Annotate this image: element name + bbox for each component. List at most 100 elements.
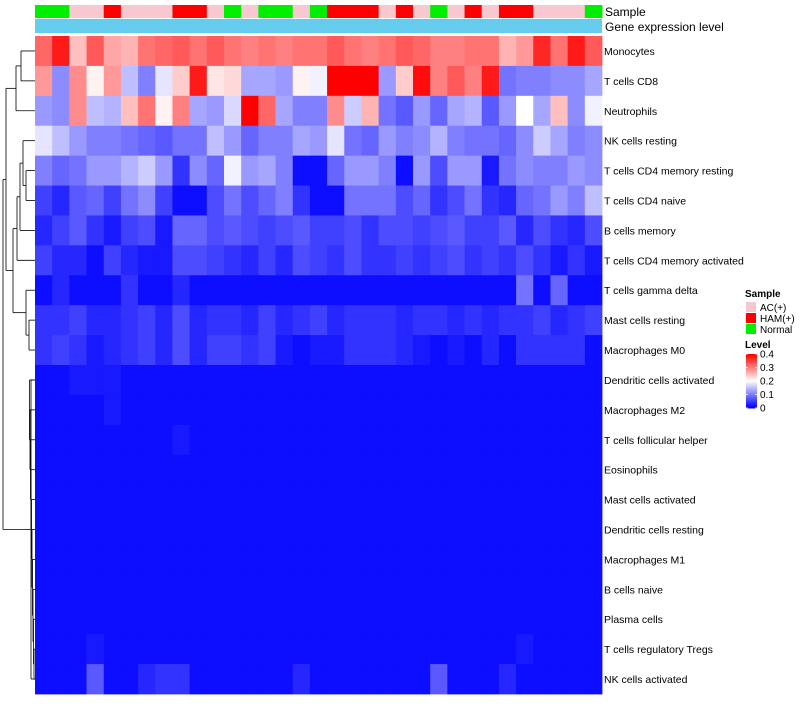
sample-annotation-cell bbox=[224, 5, 242, 18]
heatmap-cell bbox=[481, 365, 500, 396]
legend-item-label: HAM(+) bbox=[760, 314, 795, 325]
heatmap-cell bbox=[69, 95, 87, 127]
heatmap-cell bbox=[86, 424, 105, 456]
heatmap-cell bbox=[69, 604, 87, 635]
heatmap-cell bbox=[224, 65, 242, 97]
heatmap-cell bbox=[395, 305, 414, 336]
heatmap-cell bbox=[35, 664, 53, 695]
heatmap-cell bbox=[584, 544, 603, 575]
heatmap-cell bbox=[550, 484, 569, 515]
heatmap-cell bbox=[103, 155, 122, 186]
heatmap-cell bbox=[430, 365, 448, 396]
legend-gradient-step bbox=[746, 356, 757, 358]
heatmap-cell bbox=[567, 335, 586, 366]
heatmap-cell bbox=[241, 36, 259, 67]
row-label: T cells follicular helper bbox=[604, 435, 708, 447]
heatmap-cell bbox=[206, 335, 225, 366]
heatmap-cell bbox=[344, 155, 362, 186]
heatmap-cell bbox=[498, 514, 517, 545]
heatmap-cell bbox=[275, 604, 294, 635]
heatmap-cell bbox=[172, 65, 191, 97]
heatmap-cell bbox=[138, 394, 156, 426]
heatmap-cell bbox=[516, 544, 534, 575]
heatmap-cell bbox=[498, 574, 517, 605]
heatmap-cell bbox=[206, 185, 225, 216]
heatmap-cell bbox=[35, 335, 53, 366]
row-label: Plasma cells bbox=[604, 614, 663, 626]
heatmap-cell bbox=[155, 365, 173, 396]
legend: Sample AC(+)HAM(+)Normal Level 0.4 0.3 0.2… bbox=[745, 289, 795, 415]
heatmap-cell bbox=[224, 664, 242, 695]
heatmap-cell bbox=[86, 155, 105, 186]
heatmap-cell bbox=[103, 424, 122, 456]
legend-gradient-step bbox=[746, 380, 757, 382]
heatmap-cell bbox=[378, 574, 397, 605]
heatmap-cell bbox=[413, 305, 431, 336]
heatmap-cell bbox=[206, 424, 225, 456]
heatmap-cell bbox=[584, 65, 603, 97]
heatmap-cell bbox=[550, 544, 569, 575]
heatmap-cell bbox=[258, 155, 276, 186]
heatmap-cell bbox=[35, 424, 53, 456]
heatmap-cell bbox=[361, 544, 380, 575]
legend-gradient-step bbox=[746, 391, 757, 393]
heatmap-cell bbox=[275, 245, 294, 276]
heatmap-cell bbox=[52, 215, 70, 246]
heatmap-cell bbox=[172, 365, 191, 396]
sample-annotation-cell bbox=[258, 5, 277, 18]
heatmap-cell bbox=[516, 365, 534, 396]
heatmap-cell bbox=[309, 484, 328, 515]
legend-gradient-step bbox=[746, 357, 757, 359]
heatmap-cell bbox=[258, 604, 276, 635]
heatmap-cell bbox=[224, 275, 242, 306]
heatmap-cell bbox=[344, 604, 362, 635]
heatmap-cell bbox=[120, 95, 139, 127]
heatmap-cell bbox=[292, 365, 311, 396]
heatmap-cell bbox=[395, 574, 414, 605]
heatmap-cell bbox=[206, 305, 225, 336]
heatmap-cell bbox=[498, 664, 517, 695]
heatmap-cell bbox=[69, 394, 87, 426]
heatmap-cell bbox=[498, 185, 517, 216]
heatmap-cell bbox=[498, 335, 517, 366]
heatmap-cell bbox=[52, 36, 70, 67]
heatmap-cell bbox=[189, 394, 208, 426]
sample-annotation-cell bbox=[120, 5, 139, 18]
heatmap-cell bbox=[344, 65, 362, 97]
heatmap-cell bbox=[481, 424, 500, 456]
heatmap-cell bbox=[584, 424, 603, 456]
heatmap-cell bbox=[258, 95, 276, 127]
heatmap-cell bbox=[413, 95, 431, 127]
heatmap-cell bbox=[550, 514, 569, 545]
heatmap-cell bbox=[327, 305, 345, 336]
heatmap-cell bbox=[413, 215, 431, 246]
legend-gradient-step bbox=[746, 369, 757, 371]
heatmap-cell bbox=[103, 664, 122, 695]
heatmap-cell bbox=[327, 365, 345, 396]
heatmap-cell bbox=[172, 514, 191, 545]
heatmap-cell bbox=[378, 215, 397, 246]
heatmap-cell bbox=[533, 484, 551, 515]
heatmap-cell bbox=[224, 125, 242, 157]
heatmap-cell bbox=[86, 275, 105, 306]
heatmap-cell bbox=[224, 215, 242, 246]
sample-annotation-cell bbox=[52, 5, 70, 18]
heatmap-cell bbox=[120, 394, 139, 426]
heatmap-cell bbox=[138, 185, 156, 216]
heatmap-cell bbox=[395, 514, 414, 545]
heatmap-cell bbox=[584, 215, 603, 246]
heatmap-cell bbox=[516, 574, 534, 605]
heatmap-cell bbox=[464, 574, 483, 605]
heatmap-cell bbox=[327, 185, 345, 216]
heatmap-cell bbox=[567, 604, 586, 635]
legend-gradient-step bbox=[746, 364, 757, 366]
heatmap-cell bbox=[498, 394, 517, 426]
legend-level-title: Level bbox=[745, 340, 771, 351]
row-label: NK cells activated bbox=[604, 674, 688, 686]
heatmap-cell bbox=[206, 36, 225, 67]
heatmap-cell bbox=[567, 664, 586, 695]
row-label: T cells regulatory Tregs bbox=[604, 644, 713, 656]
heatmap-cell bbox=[155, 185, 173, 216]
row-labels: Monocytes T cells CD8 Neutrophils NK cells … bbox=[604, 46, 744, 686]
heatmap-cell bbox=[52, 484, 70, 515]
